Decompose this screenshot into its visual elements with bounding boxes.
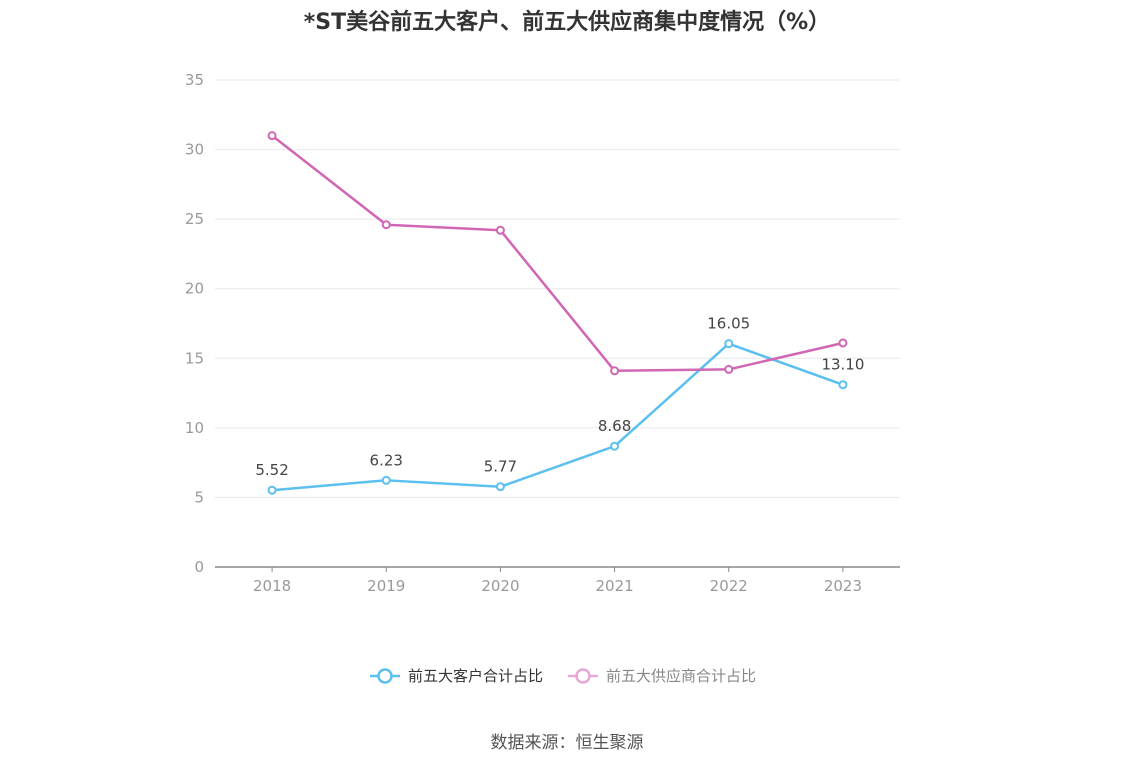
y-tick-label: 10 — [185, 419, 204, 437]
data-point[interactable] — [267, 485, 277, 495]
data-point[interactable] — [495, 482, 505, 492]
y-tick-label: 35 — [185, 71, 204, 89]
grid-lines — [215, 79, 900, 498]
source-note: 数据来源：恒生聚源 — [490, 733, 644, 753]
data-point[interactable] — [838, 380, 848, 390]
data-point[interactable] — [381, 475, 391, 485]
data-label: 13.10 — [821, 356, 864, 374]
data-label: 6.23 — [370, 451, 403, 469]
y-tick-label: 20 — [185, 280, 204, 298]
series — [267, 131, 848, 495]
series-line-1 — [271, 342, 844, 492]
y-tick-label: 25 — [185, 210, 204, 228]
data-labels: 5.52 6.23 5.77 8.68 16.05 13.10 — [255, 315, 864, 480]
data-point[interactable] — [724, 339, 734, 349]
legend: 前五大客户合计占比 前五大供应商合计占比 — [370, 667, 756, 685]
axes: 0 5 10 15 20 25 30 35 2018 2019 2020 2021 2022 2023 — [185, 71, 900, 595]
chart-title: *ST美谷前五大客户、前五大供应商集中度情况（%） — [303, 10, 831, 35]
legend-label: 前五大客户合计占比 — [408, 667, 543, 685]
data-point[interactable] — [724, 364, 734, 374]
legend-label: 前五大供应商合计占比 — [606, 667, 756, 685]
data-label: 5.77 — [484, 458, 517, 476]
data-point[interactable] — [495, 225, 505, 235]
data-label: 8.68 — [598, 417, 631, 435]
y-tick-label: 15 — [185, 349, 204, 367]
data-point[interactable] — [381, 220, 391, 230]
x-tick-label: 2023 — [824, 577, 862, 595]
x-tick-label: 2020 — [481, 577, 519, 595]
data-point[interactable] — [267, 131, 277, 141]
legend-marker — [575, 668, 591, 684]
data-label: 5.52 — [255, 461, 288, 479]
x-tick-label: 2019 — [367, 577, 405, 595]
series-line-2 — [271, 134, 844, 373]
x-tick-label: 2018 — [253, 577, 291, 595]
data-point[interactable] — [610, 441, 620, 451]
legend-item-1[interactable]: 前五大客户合计占比 — [370, 667, 543, 685]
legend-item-2[interactable]: 前五大供应商合计占比 — [568, 667, 756, 685]
y-tick-label: 30 — [185, 141, 204, 159]
legend-marker — [377, 668, 393, 684]
data-label: 16.05 — [707, 315, 750, 333]
x-tick-label: 2022 — [710, 577, 748, 595]
data-point[interactable] — [838, 338, 848, 348]
data-point[interactable] — [610, 366, 620, 376]
x-tick-label: 2021 — [595, 577, 633, 595]
y-tick-label: 0 — [194, 558, 204, 576]
y-tick-label: 5 — [194, 488, 204, 506]
